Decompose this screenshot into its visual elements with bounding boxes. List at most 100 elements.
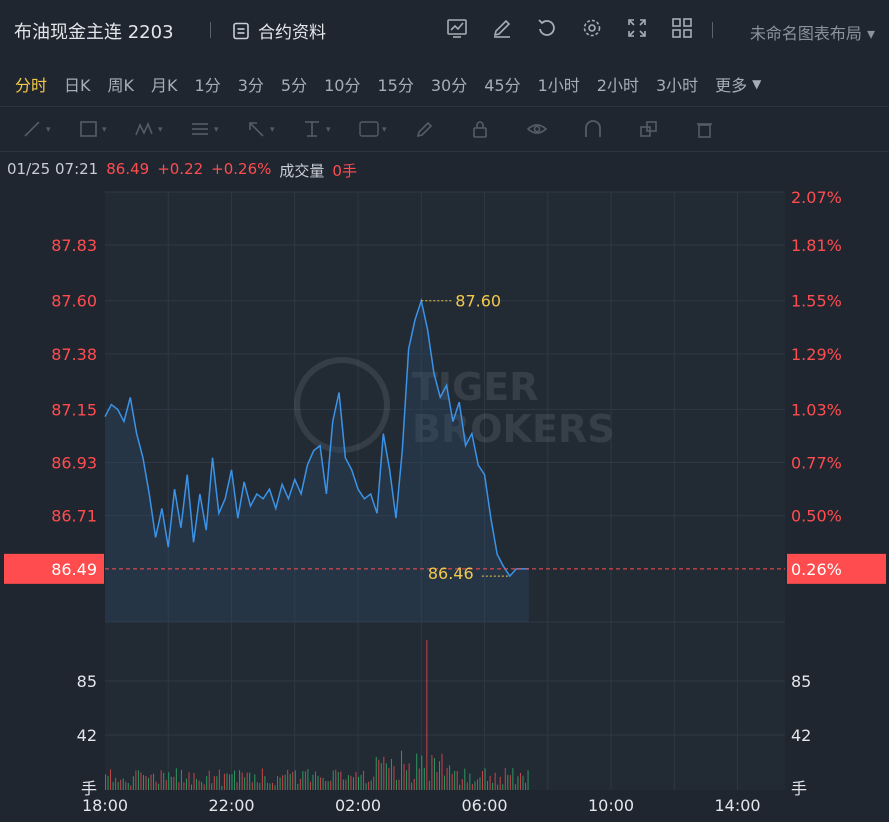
volume-bar bbox=[401, 750, 403, 790]
volume-bar bbox=[312, 774, 314, 790]
period-tab[interactable]: 分时 bbox=[15, 76, 48, 95]
svg-text:▾: ▾ bbox=[46, 125, 51, 135]
contract-info-button[interactable]: 合约资料 bbox=[232, 18, 326, 43]
volume-bar bbox=[487, 780, 489, 790]
volume-bars bbox=[105, 640, 529, 790]
volume-bar bbox=[226, 773, 228, 790]
time-tick-label: 18:00 bbox=[82, 796, 128, 815]
line-tool-icon[interactable]: ▾ bbox=[22, 119, 56, 139]
fib-tool-icon[interactable]: ▾ bbox=[190, 119, 224, 139]
rectangle-tool-icon[interactable]: ▾ bbox=[78, 119, 112, 139]
volume-bar bbox=[183, 782, 185, 790]
period-tab[interactable]: 周K bbox=[107, 76, 135, 95]
period-tab[interactable]: 更多 bbox=[715, 76, 748, 95]
volume-bar bbox=[216, 776, 218, 790]
volume-bar bbox=[398, 779, 400, 790]
volume-bar bbox=[307, 769, 309, 790]
measure-tool-icon[interactable]: ▾ bbox=[302, 119, 336, 139]
period-tab[interactable]: 45分 bbox=[484, 76, 521, 95]
grid-layout-icon[interactable] bbox=[671, 17, 693, 39]
volume-label: 成交量 bbox=[279, 162, 325, 180]
volume-bar bbox=[198, 780, 200, 790]
volume-bar bbox=[153, 773, 155, 790]
volume-bar bbox=[474, 781, 476, 790]
volume-bar bbox=[512, 768, 514, 790]
edit-icon[interactable] bbox=[491, 17, 513, 39]
volume-bar bbox=[471, 783, 473, 790]
volume-bar bbox=[135, 770, 137, 790]
volume-bar bbox=[527, 770, 529, 790]
volume-bar bbox=[522, 775, 524, 790]
volume-bar bbox=[302, 771, 304, 790]
quote-change: +0.22 bbox=[157, 160, 204, 178]
volume-bar bbox=[456, 770, 458, 790]
volume-bar bbox=[254, 774, 256, 790]
reset-icon[interactable] bbox=[536, 17, 558, 39]
trash-icon[interactable] bbox=[694, 119, 728, 139]
volume-bar bbox=[292, 772, 294, 790]
volume-bar bbox=[350, 775, 352, 790]
pencil-icon[interactable] bbox=[414, 119, 448, 139]
price-tick-label: 87.83 bbox=[51, 236, 97, 255]
period-tab[interactable]: 日K bbox=[64, 76, 91, 95]
volume-bar bbox=[206, 775, 208, 790]
time-tick-label: 10:00 bbox=[588, 796, 634, 815]
price-chart[interactable]: TIGER BROKERS 87.60 86.46 87.83 87.60 87.38… bbox=[0, 182, 889, 822]
volume-bar bbox=[416, 753, 418, 790]
volume-bar bbox=[193, 772, 195, 790]
volume-bar bbox=[484, 768, 486, 790]
volume-bar bbox=[525, 782, 527, 790]
period-tab[interactable]: 5分 bbox=[280, 76, 308, 95]
quote-time: 01/25 07:21 bbox=[7, 160, 99, 178]
time-tick-label: 06:00 bbox=[461, 796, 507, 815]
period-tab[interactable]: 10分 bbox=[324, 76, 361, 95]
volume-bar bbox=[393, 766, 395, 790]
volume-bar bbox=[191, 784, 193, 790]
arrow-tool-icon[interactable]: ▾ bbox=[246, 119, 280, 139]
settings-icon[interactable] bbox=[581, 17, 603, 39]
layout-dropdown[interactable]: 未命名图表布局 ▾ bbox=[750, 20, 875, 44]
volume-bar bbox=[137, 770, 139, 790]
price-tick-label: 86.71 bbox=[51, 507, 97, 526]
symbol-title[interactable]: 布油现金主连 2203 bbox=[14, 22, 174, 43]
period-tab[interactable]: 15分 bbox=[377, 76, 414, 95]
volume-bar bbox=[155, 781, 157, 790]
period-tab[interactable]: 30分 bbox=[430, 76, 468, 95]
period-tab[interactable]: 1小时 bbox=[537, 76, 580, 95]
volume-bar bbox=[315, 771, 317, 790]
period-tab[interactable]: 3分 bbox=[237, 76, 264, 95]
wave-tool-icon[interactable]: ▾ bbox=[134, 119, 168, 139]
volume-bar bbox=[390, 758, 392, 790]
volume-bar bbox=[466, 782, 468, 790]
volume-bar bbox=[383, 756, 385, 790]
volume-value: 0手 bbox=[332, 162, 357, 180]
volume-bar bbox=[287, 769, 289, 790]
volume-bar bbox=[196, 778, 198, 790]
pct-tick-label: 1.29% bbox=[791, 345, 842, 364]
volume-bar bbox=[368, 781, 370, 790]
text-tool-icon[interactable]: ▾ bbox=[358, 119, 392, 139]
contract-info-label: 合约资料 bbox=[258, 23, 326, 43]
volume-bar bbox=[428, 780, 430, 790]
period-tab[interactable]: 月K bbox=[151, 76, 178, 95]
volume-bar bbox=[408, 763, 410, 790]
lock-icon[interactable] bbox=[470, 119, 504, 139]
period-tab[interactable]: 1分 bbox=[194, 76, 221, 95]
volume-bar bbox=[266, 782, 268, 790]
volume-bar bbox=[360, 774, 362, 790]
fullscreen-icon[interactable] bbox=[626, 17, 648, 39]
chevron-down-icon[interactable]: ▼ bbox=[752, 77, 762, 91]
volume-bar bbox=[461, 779, 463, 790]
chart-grid bbox=[105, 191, 785, 790]
period-tab[interactable]: 3小时 bbox=[655, 76, 699, 95]
volume-bar bbox=[509, 775, 511, 790]
chart-type-icon[interactable] bbox=[446, 17, 468, 39]
magnet-icon[interactable] bbox=[582, 119, 616, 139]
period-tab[interactable]: 2小时 bbox=[596, 76, 639, 95]
eye-icon[interactable] bbox=[526, 119, 560, 139]
volume-bar bbox=[211, 783, 213, 790]
divider bbox=[712, 22, 713, 38]
volume-bar bbox=[112, 781, 114, 790]
volume-tick-label: 手 bbox=[791, 779, 807, 798]
layers-icon[interactable] bbox=[638, 119, 672, 139]
